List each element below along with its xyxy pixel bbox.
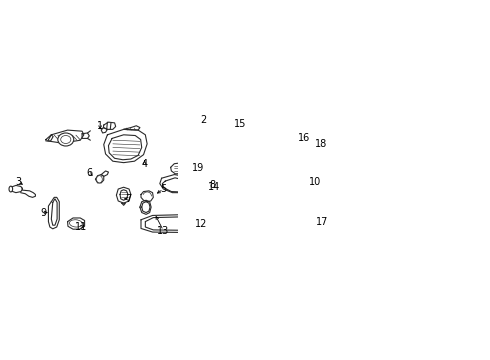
- Text: 11: 11: [75, 222, 87, 232]
- Text: 16: 16: [298, 134, 311, 143]
- Polygon shape: [49, 197, 59, 229]
- Polygon shape: [48, 130, 84, 143]
- Polygon shape: [101, 127, 107, 133]
- Polygon shape: [294, 179, 307, 191]
- Text: 5: 5: [160, 184, 167, 194]
- Polygon shape: [231, 129, 246, 142]
- Ellipse shape: [70, 220, 82, 227]
- Polygon shape: [297, 148, 312, 161]
- Polygon shape: [104, 129, 147, 163]
- Polygon shape: [141, 215, 198, 233]
- Ellipse shape: [9, 186, 13, 192]
- Text: 15: 15: [234, 119, 246, 129]
- Polygon shape: [21, 188, 35, 197]
- Text: 6: 6: [86, 168, 92, 179]
- Text: 3: 3: [16, 177, 22, 187]
- Text: 13: 13: [157, 226, 170, 236]
- Polygon shape: [160, 175, 191, 193]
- Ellipse shape: [97, 176, 102, 183]
- Text: 18: 18: [315, 139, 327, 149]
- Polygon shape: [68, 218, 85, 229]
- Text: 4: 4: [142, 159, 147, 169]
- Text: 10: 10: [309, 177, 321, 187]
- Polygon shape: [103, 122, 116, 129]
- Text: 9: 9: [40, 208, 47, 217]
- Polygon shape: [117, 187, 131, 203]
- Polygon shape: [96, 175, 104, 183]
- Text: 12: 12: [195, 219, 208, 229]
- Ellipse shape: [61, 135, 71, 144]
- Text: 19: 19: [192, 163, 204, 174]
- Text: 8: 8: [209, 180, 215, 190]
- Text: 2: 2: [200, 115, 206, 125]
- Polygon shape: [196, 181, 210, 194]
- Ellipse shape: [58, 133, 74, 146]
- Polygon shape: [274, 138, 286, 150]
- Polygon shape: [82, 133, 89, 138]
- Text: 14: 14: [208, 182, 220, 192]
- Text: 1: 1: [97, 121, 103, 131]
- Polygon shape: [140, 200, 151, 214]
- Polygon shape: [101, 171, 108, 176]
- Text: 17: 17: [316, 217, 328, 226]
- Polygon shape: [295, 214, 315, 230]
- Polygon shape: [46, 135, 53, 141]
- Text: 7: 7: [125, 194, 131, 204]
- Polygon shape: [171, 163, 184, 174]
- Polygon shape: [11, 185, 23, 193]
- Polygon shape: [123, 126, 140, 130]
- Polygon shape: [141, 191, 153, 202]
